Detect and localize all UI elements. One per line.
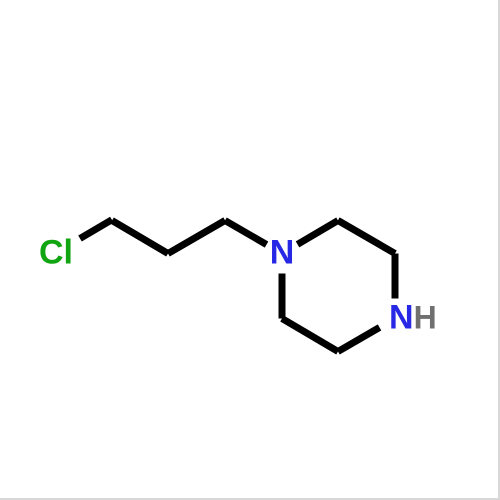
atom-label-N1: N [270,234,295,273]
bond [336,324,381,354]
atom-label-N2: NH [389,299,437,338]
bond [336,217,397,256]
bond [296,217,340,247]
atom-label-Cl: Cl [39,234,73,273]
bond [223,217,268,247]
bond [110,217,170,256]
molecule-canvas: Cl N NH [0,0,500,500]
bond [166,217,227,256]
bond [392,253,399,298]
bond [78,217,113,242]
bond [279,273,286,318]
bond [280,315,340,354]
